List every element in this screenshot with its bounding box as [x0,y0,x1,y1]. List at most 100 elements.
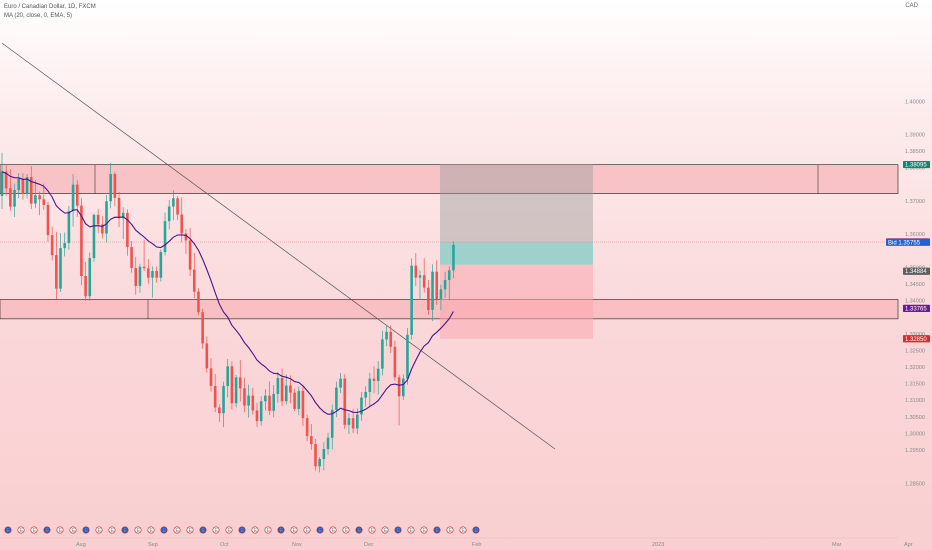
event-marker-label: E [85,528,89,534]
candle-body [159,252,163,278]
event-marker-icon [368,526,376,534]
candle-body [226,366,230,386]
trendline [1,42,556,450]
event-marker-label: E [163,528,167,534]
x-tick-label: Nov [292,542,302,548]
candle-body [234,377,238,404]
y-tick-label: 1.40000 [905,99,925,105]
candle-body [418,275,422,278]
y-tick-label: 1.30500 [905,415,925,421]
candle-body [289,385,292,393]
event-marker-icon [134,526,142,534]
y-tick-label: 1.39000 [905,132,925,138]
candle-body [117,197,121,219]
event-marker-label: E [280,528,284,534]
price-tag [903,267,930,275]
candle-body [322,449,326,460]
candle-body [84,275,87,297]
event-marker-icon [147,526,155,534]
event-marker-label: E [20,528,24,534]
candle-body [389,331,393,347]
price-tag-label: 1.38095 [905,163,927,169]
event-marker-icon [108,526,116,534]
candle-body [335,387,338,410]
ema-line [1,171,454,415]
candle-body [142,266,146,269]
candle-body [13,189,16,207]
y-tick-label: 1.30000 [905,431,925,437]
candle-body [109,174,112,202]
event-marker-label: E [306,528,310,534]
event-marker-icon [264,526,272,534]
symbol-label[interactable]: Euro / Canadian Dollar, 1D, FXCM [4,4,96,10]
candle-body [155,271,158,278]
candle-body [222,385,225,414]
event-marker-label: E [293,528,297,534]
y-tick-label: 1.38000 [905,166,925,172]
candle-body [205,343,209,369]
candle-body [272,393,275,411]
candle-body [197,291,200,313]
candle-body [130,247,133,269]
candle-body [397,377,401,397]
event-marker-label: E [410,528,414,534]
y-tick-label: 1.32000 [905,365,925,371]
y-tick-label: 1.34000 [905,299,925,305]
y-tick-label: 1.28500 [905,481,925,487]
event-marker-label: E [436,528,440,534]
x-tick-label: Sep [148,542,158,548]
candle-body [427,287,430,310]
y-tick-label: 1.31000 [905,398,925,404]
y-tick-label: 1.38500 [905,149,925,155]
candle-body [230,366,234,404]
candle-body [63,243,66,249]
position-stop-box [440,264,593,339]
event-marker-label: E [46,528,50,534]
candle-body [184,233,188,241]
event-marker-icon [95,526,103,534]
event-marker-icon [238,526,246,534]
candle-body [188,240,192,270]
event-marker-label: E [241,528,245,534]
y-tick-label: 1.29500 [905,448,925,454]
event-marker-icon [290,526,298,534]
event-marker-label: E [449,528,453,534]
price-tag [903,335,930,343]
candle-body [330,409,334,438]
event-marker-label: E [150,528,154,534]
candle-body [50,235,54,256]
y-tick-label: 1.34500 [905,282,925,288]
candle-body [34,195,37,204]
candle-body [96,214,100,225]
event-marker-icon [303,526,311,534]
price-tag [903,160,930,169]
price-tag-label: 1.33765 [905,306,927,312]
candle-body [364,391,367,398]
candle-body [17,178,21,190]
candle-body [284,385,288,402]
event-marker-label: E [423,528,427,534]
event-marker-label: E [111,528,115,534]
candle-body [9,188,12,207]
event-marker-icon [329,526,337,534]
candle-body [447,270,451,280]
candle-body [422,275,426,288]
candle-body [293,392,296,409]
candle-body [138,266,142,286]
candle-body [105,201,108,234]
candle-body [251,395,255,411]
indicator-label[interactable]: MA (20, close, 0, EMA, 5) [4,13,73,19]
event-marker-label: E [7,528,11,534]
event-marker-icon [225,526,233,534]
candle-body [376,368,380,381]
candle-body [209,368,213,386]
candle-body [268,395,271,411]
position-target-box [440,241,593,265]
candle-body [280,377,284,402]
event-marker-label: E [475,528,479,534]
candle-body [452,244,455,271]
candle-body [443,279,447,290]
candle-body [247,395,250,406]
currency-label: CAD [905,3,918,9]
